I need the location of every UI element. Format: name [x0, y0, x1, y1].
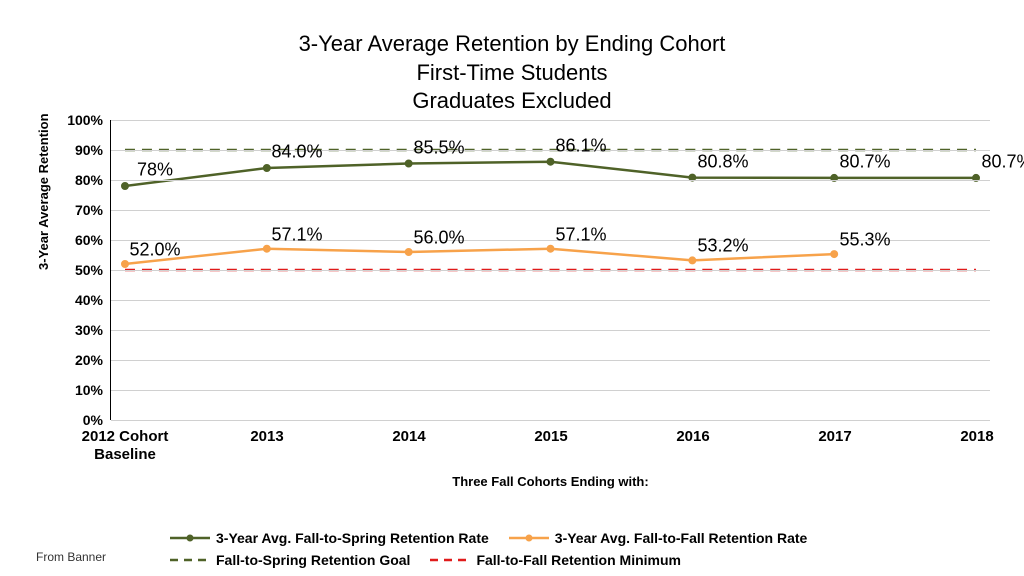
gridline	[111, 120, 990, 121]
gridline	[111, 270, 990, 271]
title-line-1: 3-Year Average Retention by Ending Cohor…	[20, 30, 1004, 59]
y-tick-label: 10%	[75, 382, 111, 398]
legend-item: 3-Year Avg. Fall-to-Fall Retention Rate	[509, 530, 808, 546]
y-tick-label: 100%	[67, 112, 111, 128]
title-line-2: First-Time Students	[20, 59, 1004, 88]
data-label: 86.1%	[555, 135, 606, 156]
data-label: 84.0%	[271, 142, 322, 163]
gridline	[111, 360, 990, 361]
y-tick-label: 70%	[75, 202, 111, 218]
legend-swatch	[170, 531, 210, 545]
data-label: 85.5%	[413, 137, 464, 158]
x-tick-label: 2014	[392, 420, 425, 446]
chart-title-block: 3-Year Average Retention by Ending Cohor…	[20, 30, 1004, 116]
footer-note: From Banner	[36, 550, 106, 564]
legend-label: Fall-to-Fall Retention Minimum	[476, 552, 681, 568]
data-label: 80.7%	[839, 151, 890, 172]
y-tick-label: 80%	[75, 172, 111, 188]
gridline	[111, 300, 990, 301]
gridline	[111, 330, 990, 331]
x-tick-label: 2013	[250, 420, 283, 446]
y-tick-label: 50%	[75, 262, 111, 278]
y-tick-label: 20%	[75, 352, 111, 368]
x-tick-label: 2015	[534, 420, 567, 446]
legend: 3-Year Avg. Fall-to-Spring Retention Rat…	[170, 530, 930, 574]
x-tick-label: 2017	[818, 420, 851, 446]
x-tick-label: 2018	[960, 420, 993, 446]
gridline	[111, 180, 990, 181]
y-tick-label: 90%	[75, 142, 111, 158]
legend-label: Fall-to-Spring Retention Goal	[216, 552, 410, 568]
data-label: 80.8%	[697, 151, 748, 172]
legend-swatch	[170, 553, 210, 567]
legend-item: Fall-to-Fall Retention Minimum	[430, 552, 681, 568]
x-tick-label: 2016	[676, 420, 709, 446]
x-tick-label: 2012 Cohort Baseline	[82, 420, 169, 464]
y-tick-label: 30%	[75, 322, 111, 338]
data-label: 53.2%	[697, 236, 748, 257]
y-tick-label: 40%	[75, 292, 111, 308]
gridline	[111, 390, 990, 391]
legend-row: 3-Year Avg. Fall-to-Spring Retention Rat…	[170, 530, 930, 546]
y-axis-title: 3-Year Average Retention	[36, 113, 51, 270]
data-label: 56.0%	[413, 228, 464, 249]
legend-swatch	[430, 553, 470, 567]
legend-item: Fall-to-Spring Retention Goal	[170, 552, 410, 568]
plot-area: Three Fall Cohorts Ending with: 0%10%20%…	[110, 120, 990, 420]
legend-label: 3-Year Avg. Fall-to-Spring Retention Rat…	[216, 530, 489, 546]
chart-container: 3-Year Average Retention by Ending Cohor…	[0, 0, 1024, 576]
y-tick-label: 60%	[75, 232, 111, 248]
title-line-3: Graduates Excluded	[20, 87, 1004, 116]
data-label: 55.3%	[839, 230, 890, 251]
data-label: 78%	[137, 160, 173, 181]
data-label: 80.7%	[981, 151, 1024, 172]
data-label: 52.0%	[129, 240, 180, 261]
legend-item: 3-Year Avg. Fall-to-Spring Retention Rat…	[170, 530, 489, 546]
data-label: 57.1%	[555, 224, 606, 245]
legend-row: Fall-to-Spring Retention Goal Fall-to-Fal…	[170, 552, 930, 568]
gridline	[111, 210, 990, 211]
data-label: 57.1%	[271, 224, 322, 245]
legend-label: 3-Year Avg. Fall-to-Fall Retention Rate	[555, 530, 808, 546]
legend-swatch	[509, 531, 549, 545]
